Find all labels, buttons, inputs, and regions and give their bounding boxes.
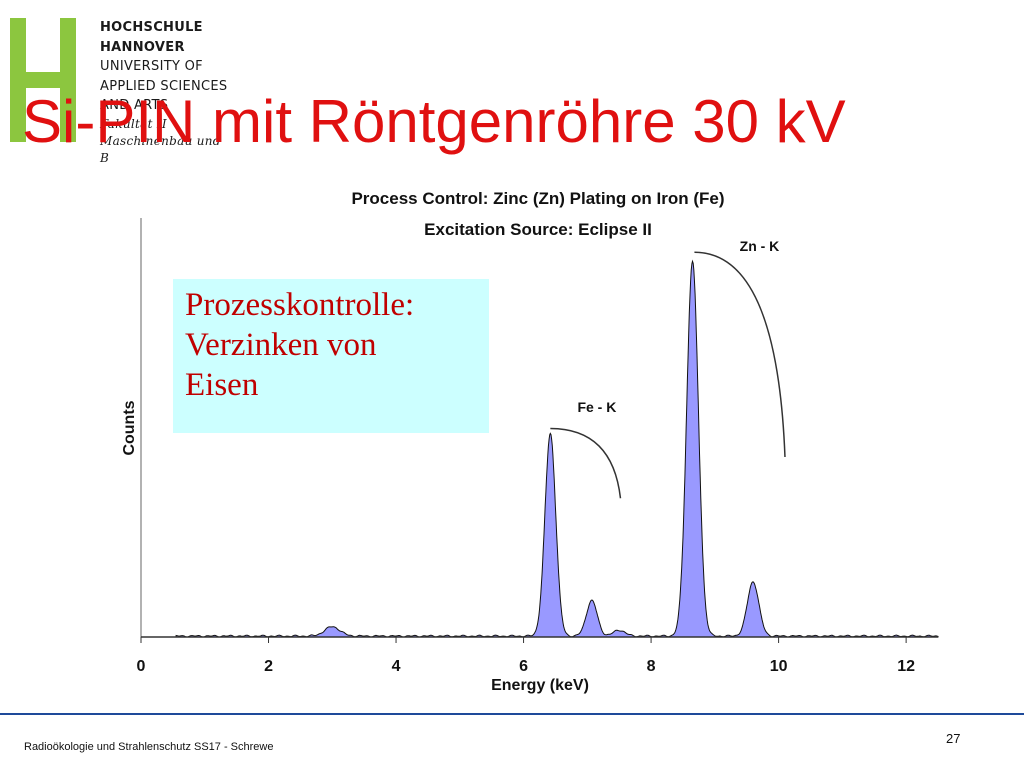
page-number: 27 [946, 731, 961, 746]
hochschule-h-logo-icon [10, 18, 76, 142]
peak-annotation-arc-1 [694, 251, 786, 458]
chart-title: Process Control: Zinc (Zn) Plating on Ir… [351, 189, 724, 208]
logo-line-1: HOCHSCHULE [100, 20, 203, 35]
slide-title: Si-PIN mit Röntgenröhre 30 kV [22, 88, 846, 155]
x-tick-label-2: 2 [264, 658, 273, 675]
x-tick-label-8: 8 [647, 658, 656, 675]
chart-subtitle: Excitation Source: Eclipse II [424, 220, 652, 239]
university-logo: HOCHSCHULE HANNOVER UNIVERSITY OF APPLIE… [8, 18, 248, 198]
x-tick-label-12: 12 [897, 658, 915, 675]
logo-faculty-2: Maschinenbau und [100, 133, 221, 148]
logo-faculty-3: B [100, 150, 110, 165]
annotation-line-2: Verzinken von [185, 327, 377, 363]
annotation-box: Prozesskontrolle: Verzinken von Eisen [173, 279, 489, 433]
y-axis-label: Counts [121, 400, 138, 455]
x-tick-label-0: 0 [137, 658, 146, 675]
x-tick-label-4: 4 [392, 658, 401, 675]
footer-divider [0, 713, 1024, 715]
logo-line-4: APPLIED SCIENCES [100, 78, 228, 94]
plot-area: 0 2 4 6 8 10 12 Fe - K Zn - K [137, 218, 939, 675]
peak-annotation-label-1: Zn - K [740, 238, 780, 254]
x-tick-label-6: 6 [519, 658, 528, 675]
x-axis-label: Energy (keV) [491, 677, 589, 694]
annotation-line-1: Prozesskontrolle: [185, 287, 415, 323]
x-tick-label-10: 10 [770, 658, 788, 675]
peak-annotation-arc-0 [550, 427, 622, 499]
logo-text: HOCHSCHULE HANNOVER UNIVERSITY OF APPLIE… [100, 18, 250, 167]
logo-faculty-1: Fakultät II [100, 116, 167, 131]
logo-line-3: UNIVERSITY OF [100, 59, 203, 74]
annotation-line-3: Eisen [185, 367, 259, 403]
peak-annotation-label-0: Fe - K [577, 399, 616, 415]
spectrum-area [175, 259, 939, 638]
logo-line-5: AND ARTS [100, 98, 169, 113]
logo-line-2: HANNOVER [100, 39, 185, 55]
footer-text: Radioökologie und Strahlenschutz SS17 - … [24, 741, 274, 753]
